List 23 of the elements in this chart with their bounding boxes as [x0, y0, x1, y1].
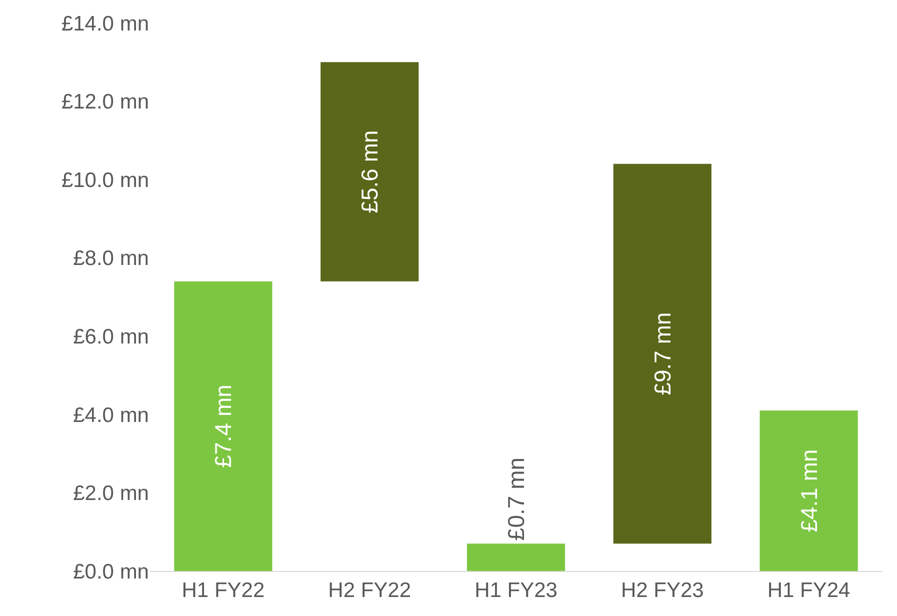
x-tick-label: H2 FY23: [620, 579, 704, 602]
data-label: £5.6 mn: [356, 130, 383, 214]
bar: [613, 164, 712, 544]
data-label: £0.7 mn: [503, 457, 529, 541]
bar: [466, 544, 566, 571]
y-tick-label: £2.0 mn: [73, 482, 149, 506]
y-tick-label: £12.0 mn: [61, 90, 149, 114]
y-tick-label: £14.0 mn: [61, 12, 149, 36]
data-label: £4.1 mn: [796, 449, 822, 532]
bar: [174, 281, 272, 571]
y-tick-label: £6.0 mn: [73, 325, 149, 348]
data-label: £7.4 mn: [210, 384, 236, 468]
y-tick-label: £0.0 mn: [73, 560, 149, 584]
bar: [320, 62, 419, 282]
y-tick-label: £10.0 mn: [61, 168, 149, 192]
bar: [760, 410, 858, 571]
y-tick-label: £8.0 mn: [73, 247, 149, 270]
y-tick-label: £4.0 mn: [73, 404, 149, 427]
x-tick-label: H1 FY23: [474, 579, 558, 602]
data-label: £9.7 mn: [649, 312, 676, 396]
x-tick-label: H2 FY22: [328, 579, 412, 602]
x-tick-label: H1 FY22: [182, 579, 265, 602]
x-tick-label: H1 FY24: [767, 579, 851, 602]
